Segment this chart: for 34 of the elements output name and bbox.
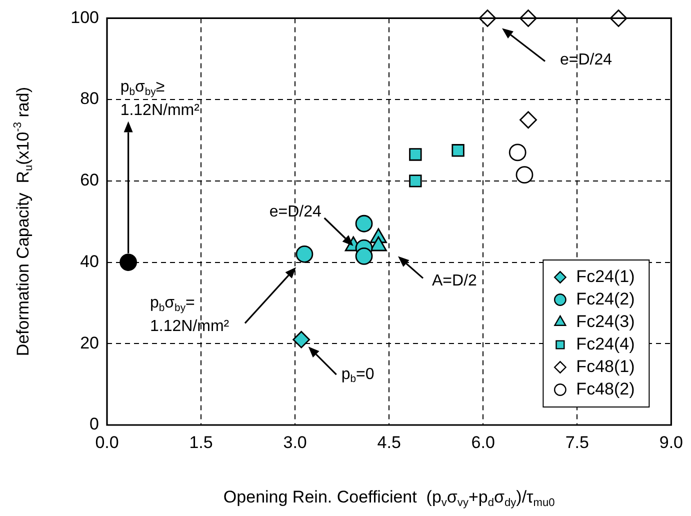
y-tick-label: 40 [80, 252, 99, 271]
annotation: e=D/24 [560, 52, 612, 69]
annotation: e=D/24 [269, 203, 322, 220]
x-tick-label: 6.0 [471, 432, 495, 452]
y-tick-label: 0 [90, 414, 99, 434]
point [452, 144, 464, 157]
y-tick-label: 20 [80, 333, 99, 352]
y-axis-title: Deformation Capacity Ru(x10-3 rad) [12, 87, 36, 356]
legend-label: Fc24(1) [576, 266, 635, 286]
point [296, 245, 314, 263]
x-tick-label: 1.5 [189, 432, 213, 452]
x-tick-label: 7.5 [565, 432, 589, 452]
legend-label: Fc24(2) [576, 289, 635, 308]
point [409, 174, 422, 188]
legend-label: Fc24(4) [576, 334, 635, 354]
annotation: A=D/2 [432, 272, 478, 290]
point [292, 330, 310, 348]
point [520, 111, 537, 129]
legend-label: Fc48(2) [576, 379, 635, 398]
y-tick-label: 60 [80, 170, 99, 190]
y-tick-label: 80 [80, 89, 99, 108]
point [120, 254, 138, 271]
x-tick-label: 3.0 [283, 432, 307, 452]
point [516, 166, 534, 184]
x-tick-label: 9.0 [659, 432, 684, 452]
point [355, 214, 373, 232]
point [508, 144, 526, 162]
y-tick-label: 100 [70, 8, 99, 27]
legend-label: Fc48(1) [576, 356, 635, 376]
legend-label: Fc24(3) [576, 312, 635, 331]
x-tick-label: 0.0 [95, 432, 119, 452]
point [409, 148, 422, 161]
point [355, 247, 373, 265]
x-tick-label: 4.5 [377, 432, 401, 452]
